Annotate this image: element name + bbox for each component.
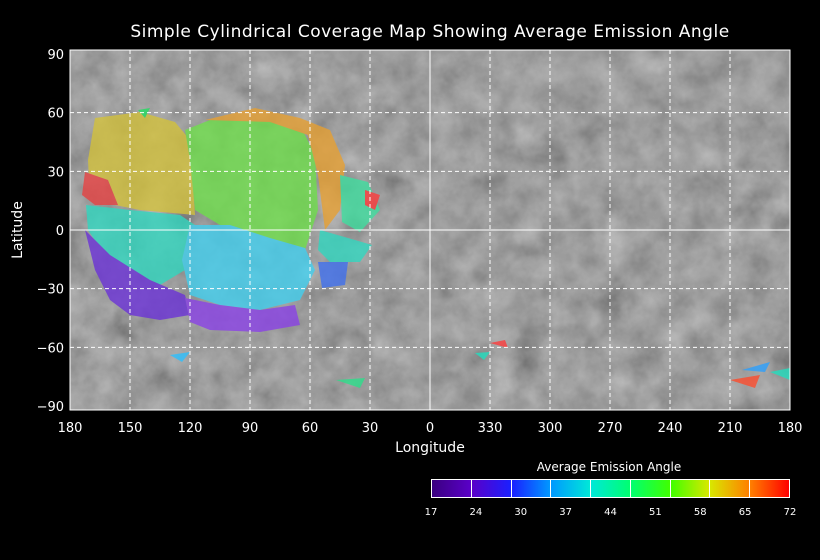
color-bar-segment bbox=[551, 480, 592, 497]
color-bar-tick-label: 51 bbox=[649, 507, 662, 518]
color-bar-segment bbox=[471, 480, 512, 497]
x-tick-label: 0 bbox=[426, 421, 434, 436]
color-bar-tick-label: 24 bbox=[469, 507, 483, 518]
y-tick-label: 60 bbox=[47, 107, 64, 122]
fragment-3 bbox=[730, 375, 760, 388]
color-bar-segment bbox=[630, 480, 671, 497]
color-bar-tick-label: 44 bbox=[604, 507, 617, 518]
region-blue-center bbox=[318, 262, 348, 288]
x-tick-label: 300 bbox=[538, 421, 563, 436]
x-tick-label: 180 bbox=[778, 421, 803, 436]
grid bbox=[70, 50, 790, 410]
color-bar-tick-label: 30 bbox=[514, 507, 528, 518]
color-bar bbox=[431, 479, 790, 498]
plot-frame bbox=[69, 49, 791, 411]
color-bar-segment bbox=[670, 480, 711, 497]
color-bar-tick-label: 72 bbox=[783, 507, 797, 518]
y-axis-label: Latitude bbox=[10, 201, 26, 259]
y-tick-label: 0 bbox=[56, 224, 64, 239]
y-tick-label: 30 bbox=[47, 165, 64, 180]
fragment-8 bbox=[475, 352, 490, 360]
region-teal-east bbox=[318, 230, 372, 262]
x-tick-label: 180 bbox=[58, 421, 83, 436]
region-green-north-center bbox=[185, 112, 318, 250]
x-axis: 180 150 120 90 60 30 0 330 300 270 240 210 180 bbox=[58, 421, 803, 436]
region-orange-north bbox=[205, 108, 345, 230]
region-red-west bbox=[82, 172, 118, 205]
color-bar-segment bbox=[511, 480, 552, 497]
color-bar-tick-label: 58 bbox=[693, 507, 707, 518]
fragment-2 bbox=[336, 378, 365, 388]
region-violet-south bbox=[185, 298, 300, 332]
region-green-east bbox=[340, 175, 380, 232]
x-tick-label: 90 bbox=[242, 421, 259, 436]
color-bar-tick-label: 65 bbox=[738, 507, 752, 518]
color-bar-tick-label: 37 bbox=[559, 507, 572, 518]
x-tick-label: 330 bbox=[478, 421, 503, 436]
x-tick-label: 210 bbox=[718, 421, 743, 436]
x-tick-label: 30 bbox=[362, 421, 379, 436]
y-tick-label: −30 bbox=[37, 283, 64, 298]
coverage-overlay bbox=[82, 108, 790, 388]
color-bar-segment bbox=[710, 480, 751, 497]
x-tick-label: 60 bbox=[302, 421, 319, 436]
chart-title: Simple Cylindrical Coverage Map Showing … bbox=[130, 22, 730, 42]
x-tick-label: 240 bbox=[658, 421, 683, 436]
x-tick-label: 120 bbox=[178, 421, 203, 436]
region-teal-west bbox=[86, 205, 195, 285]
x-tick-label: 150 bbox=[118, 421, 143, 436]
region-purple-south bbox=[85, 230, 190, 320]
color-bar-segment bbox=[750, 480, 790, 497]
x-axis-label: Longitude bbox=[395, 440, 465, 456]
y-tick-label: 90 bbox=[47, 48, 64, 63]
fragment-4 bbox=[742, 362, 770, 372]
color-bar-tick-label: 17 bbox=[424, 507, 438, 518]
y-axis: 90 60 30 0 −30 −60 −90 bbox=[37, 48, 64, 415]
y-tick-label: −90 bbox=[37, 400, 64, 415]
y-tick-label: −60 bbox=[37, 341, 64, 356]
region-red-east bbox=[365, 190, 380, 210]
legend-title: Average Emission Angle bbox=[536, 460, 682, 474]
color-bar-segment bbox=[591, 480, 631, 497]
color-bar-segment bbox=[432, 480, 472, 497]
fragment-6 bbox=[770, 368, 790, 380]
x-tick-label: 270 bbox=[598, 421, 623, 436]
fragment-1 bbox=[490, 340, 508, 348]
region-yellow-nw bbox=[88, 112, 195, 215]
fragment-5 bbox=[170, 352, 190, 362]
